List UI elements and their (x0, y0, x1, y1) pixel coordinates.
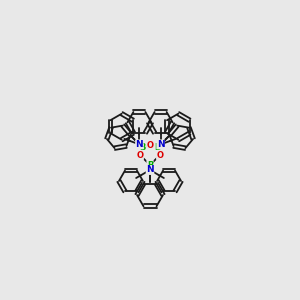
Text: O: O (136, 151, 143, 160)
Text: B: B (154, 143, 160, 152)
Text: B: B (147, 160, 153, 169)
Text: N: N (157, 140, 164, 149)
Text: O: O (146, 140, 154, 149)
Text: N: N (146, 166, 154, 175)
Text: O: O (157, 151, 164, 160)
Text: N: N (136, 140, 143, 149)
Text: B: B (140, 143, 146, 152)
